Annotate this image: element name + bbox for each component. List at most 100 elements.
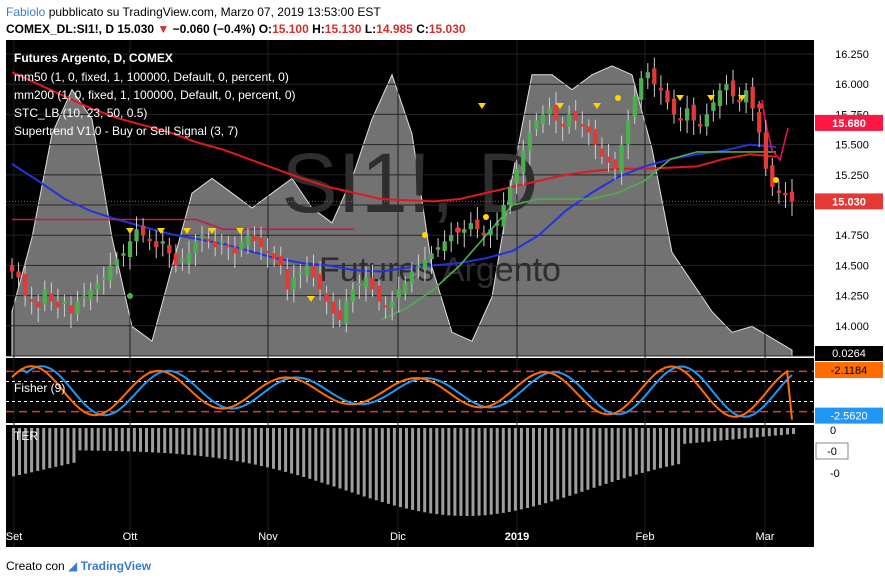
- chart-canvas[interactable]: SI1!, D Futures Argento 16.25016.00015.7…: [0, 40, 885, 555]
- ter-bar: [229, 428, 233, 461]
- candle-body: [763, 132, 768, 169]
- signal-dot: [773, 177, 779, 183]
- ter-bar: [447, 428, 451, 516]
- candle-body: [239, 241, 244, 250]
- supertrend-recent-line: [761, 99, 789, 162]
- ter-bar: [199, 428, 203, 457]
- stc-badge-label: 0.0264: [832, 348, 866, 360]
- candle-body: [567, 114, 572, 127]
- candle-body: [514, 168, 519, 184]
- ter-bar: [544, 428, 548, 504]
- candle-body: [154, 241, 159, 248]
- candle-body: [252, 235, 257, 242]
- signal-dot: [455, 227, 461, 233]
- fisher-trigger-line: [11, 365, 793, 418]
- ter-bar: [157, 428, 161, 453]
- price-tick-label: 14.500: [835, 260, 869, 272]
- candle-body: [206, 238, 211, 242]
- ter-bar: [175, 428, 179, 454]
- ter-bar: [296, 428, 300, 476]
- ter-bar: [659, 428, 662, 469]
- ter-bar: [12, 428, 15, 477]
- ter-bar: [586, 428, 590, 490]
- candle-body: [173, 253, 178, 266]
- ter-bar: [495, 428, 499, 514]
- ter-bar: [356, 428, 360, 495]
- ter-bar: [640, 428, 644, 473]
- candle-body: [730, 80, 736, 97]
- fisher-pane: [6, 365, 814, 420]
- ter-histogram: [12, 428, 795, 516]
- candle-body: [114, 259, 119, 266]
- ter-bar: [102, 428, 106, 451]
- ter-bar: [786, 428, 789, 435]
- ter-bar: [701, 428, 705, 443]
- ter-bar: [622, 428, 626, 479]
- sell-signal-triangle: [157, 228, 165, 234]
- ter-bar: [743, 428, 747, 439]
- candle-body: [462, 229, 467, 233]
- ter-bar: [181, 428, 185, 455]
- candle-body: [317, 273, 323, 290]
- tradingview-logo-icon[interactable]: ◢: [68, 559, 78, 573]
- ter-bar: [483, 428, 487, 516]
- candle-body: [396, 289, 401, 299]
- ter-bar: [755, 428, 759, 438]
- candle-body: [88, 289, 93, 300]
- candle-body: [278, 255, 283, 266]
- candle-body: [226, 244, 231, 248]
- candle-body: [383, 305, 388, 308]
- ter-bar: [677, 428, 681, 465]
- ter-bar: [126, 428, 130, 452]
- ter-bar: [453, 428, 457, 516]
- ter-bar: [749, 428, 753, 438]
- candle-body: [193, 241, 198, 254]
- author-name[interactable]: Fabiolo: [6, 5, 46, 19]
- legend-title: Futures Argento, D, COMEX: [14, 51, 173, 65]
- candle-body: [390, 301, 395, 308]
- ter-bar: [713, 428, 717, 442]
- ter-bar: [574, 428, 578, 494]
- ter-bar: [48, 428, 52, 469]
- candle-body: [344, 301, 349, 324]
- sell-signal-triangle: [236, 228, 244, 234]
- sell-signal-triangle: [707, 95, 715, 101]
- footer-brand[interactable]: TradingView: [80, 559, 152, 573]
- candle-body: [789, 191, 795, 202]
- ter-bar: [519, 428, 523, 510]
- candle-body: [757, 112, 762, 133]
- candle-body: [134, 229, 139, 242]
- candle-body: [744, 90, 749, 103]
- moving-averages: [11, 71, 789, 321]
- candle-body: [750, 86, 755, 109]
- ter-bar: [326, 428, 330, 485]
- candle-body: [449, 235, 454, 242]
- candle-body: [291, 277, 296, 290]
- candle-body: [691, 104, 696, 121]
- ter-pane-title: TER: [14, 429, 38, 443]
- candle-body: [409, 271, 414, 284]
- down-arrow-icon: ▼: [157, 22, 170, 36]
- candle-body: [475, 219, 480, 230]
- ter-bar: [308, 428, 312, 479]
- ter-bar: [737, 428, 741, 439]
- ter-bar: [568, 428, 572, 496]
- ter-bar: [145, 428, 148, 453]
- candle-body: [593, 128, 598, 145]
- candle-body: [376, 285, 382, 302]
- ter-bar: [84, 428, 88, 451]
- candle-body: [180, 259, 185, 262]
- candle-body: [167, 244, 172, 254]
- ter-bar: [719, 428, 723, 441]
- pane-divider-1: [6, 356, 814, 358]
- candle-body: [737, 99, 742, 103]
- candles: [9, 57, 795, 333]
- price-tick-label: 16.000: [835, 79, 869, 91]
- ter-bar: [344, 428, 348, 491]
- candle-body: [29, 299, 34, 302]
- ter-bar: [350, 428, 354, 493]
- ter-bar: [429, 428, 433, 514]
- ter-bar: [163, 428, 167, 453]
- price-tick-label: 14.000: [835, 321, 869, 333]
- ter-bar: [187, 428, 191, 455]
